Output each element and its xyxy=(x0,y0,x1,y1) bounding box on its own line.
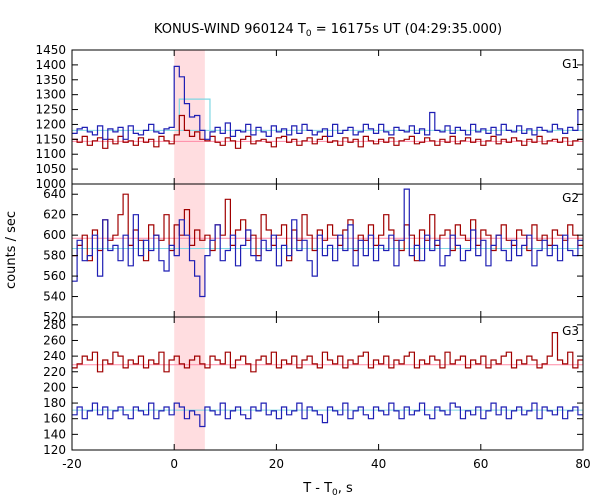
y-tick-label: 1050 xyxy=(35,162,66,176)
x-axis-label-sub: 0 xyxy=(332,488,338,498)
y-tick-label: 600 xyxy=(43,228,66,242)
y-tick-label: 1000 xyxy=(35,177,66,191)
y-tick-label: 540 xyxy=(43,290,66,304)
x-tick-label: 40 xyxy=(371,457,386,471)
panel-label-g2: G2 xyxy=(562,191,579,205)
y-tick-label: 180 xyxy=(43,396,66,410)
lightcurve-blue xyxy=(72,402,583,428)
y-tick-label: 560 xyxy=(43,269,66,283)
x-axis-label-main: T - T xyxy=(302,481,332,496)
y-tick-label: 620 xyxy=(43,208,66,222)
y-tick-label: 260 xyxy=(43,333,66,347)
y-tick-label: 1200 xyxy=(35,117,66,131)
chart-title-rest: = 16175s UT (04:29:35.000) xyxy=(312,22,502,37)
y-tick-label: 1350 xyxy=(35,73,66,87)
x-tick-label: 20 xyxy=(269,457,284,471)
y-tick-label: 200 xyxy=(43,380,66,394)
y-tick-label: 1450 xyxy=(35,43,66,57)
x-tick-label: 80 xyxy=(575,457,590,471)
x-tick-label: -20 xyxy=(62,457,82,471)
y-tick-label: 160 xyxy=(43,412,66,426)
x-axis-label-rest: , s xyxy=(338,481,353,496)
y-axis-label: counts / sec xyxy=(4,211,19,289)
panel-g2: 520 540 560 580 600 620 640 G2 xyxy=(43,183,584,324)
chart-title-sub: 0 xyxy=(306,29,312,39)
lightcurve-red xyxy=(72,114,583,149)
chart-title: KONUS-WIND 960124 T0 = 16175s UT (04:29:… xyxy=(154,22,502,39)
x-axis-label: T - T0, s xyxy=(302,481,353,498)
y-tick-label: 1250 xyxy=(35,103,66,117)
x-tick-label: 0 xyxy=(170,457,178,471)
x-tick-label: 60 xyxy=(473,457,488,471)
panel-g1: 1000105011001150120012501300135014001450… xyxy=(35,43,584,191)
panel-frame xyxy=(71,316,584,451)
panel-label-g3: G3 xyxy=(562,324,579,338)
x-axis: -20 0 20 40 60 80 xyxy=(62,457,590,471)
panel-frame xyxy=(71,49,584,185)
y-tick-label: 220 xyxy=(43,365,66,379)
y-tick-label: 240 xyxy=(43,349,66,363)
y-tick-label: 120 xyxy=(43,443,66,457)
chart-title-main: KONUS-WIND 960124 T xyxy=(154,22,306,37)
panel-label-g1: G1 xyxy=(562,57,579,71)
y-tick-label: 580 xyxy=(43,249,66,263)
detector-panels: 1000105011001150120012501300135014001450… xyxy=(35,43,584,457)
lightcurve-blue xyxy=(72,65,583,140)
y-tick-label: 1400 xyxy=(35,58,66,72)
y-tick-label: 520 xyxy=(43,310,66,324)
y-tick-label: 1150 xyxy=(35,132,66,146)
y-tick-label: 640 xyxy=(43,187,66,201)
lightcurve-blue xyxy=(72,188,583,298)
y-tick-label: 280 xyxy=(43,318,66,332)
y-tick-label: 1300 xyxy=(35,88,66,102)
y-tick-label: 1100 xyxy=(35,147,66,161)
burst-level-marker xyxy=(178,98,211,131)
lightcurve-red xyxy=(72,332,583,373)
y-tick-label: 140 xyxy=(43,427,66,441)
